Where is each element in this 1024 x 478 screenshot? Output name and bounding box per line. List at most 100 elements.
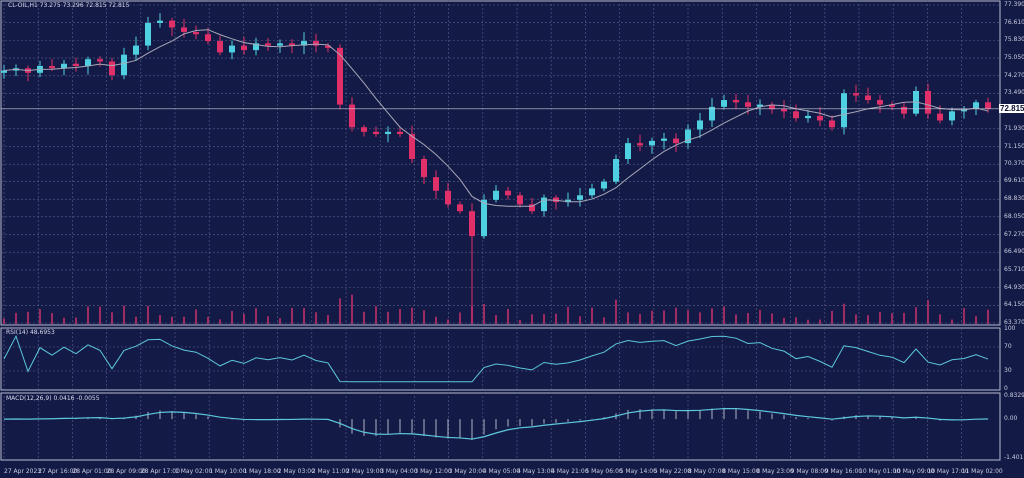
volume-bar [723,306,725,324]
volume-bar [507,308,509,324]
volume-bar [843,303,845,324]
price-axis-label: 64.930 [1004,283,1024,291]
price-axis-label: 70.370 [1004,160,1024,168]
bear-candle [349,104,355,128]
time-axis-label: 4 May 21:00 [551,468,589,475]
time-axis-label: 2 May 03:00 [277,468,315,475]
bull-candle [277,43,283,46]
volume-bar [783,317,785,324]
bear-candle [937,113,943,121]
panel-frame [0,392,1001,461]
bear-candle [877,100,883,105]
volume-bar [147,305,149,324]
bear-candle [421,159,427,178]
bear-candle [49,66,55,69]
volume-bar [423,310,425,324]
price-axis-label: 64.150 [1004,301,1024,309]
bear-candle [169,20,175,28]
bull-candle [121,54,127,76]
volume-bar [411,307,413,324]
price-axis-label: 73.490 [1004,89,1024,97]
bull-candle [145,22,151,46]
bear-candle [373,131,379,135]
bear-candle [505,190,511,196]
time-axis-label: 2 May 19:00 [346,468,384,475]
volume-bar [99,306,101,324]
volume-bar [243,313,245,324]
rsi-axis-label: 100 [1004,325,1016,332]
volume-bar [483,304,485,324]
time-axis-label: 1 May 02:00 [175,468,213,475]
bear-candle [73,63,79,67]
bull-candle [841,93,847,128]
bear-candle [325,45,331,48]
bull-candle [709,106,715,121]
volume-bar [687,310,689,324]
volume-bar [987,309,989,324]
bull-candle [253,43,259,51]
volume-bar [159,315,161,324]
volume-bar [15,312,17,324]
volume-bar [591,307,593,324]
panel-frame [0,0,1001,326]
volume-bar [819,319,821,324]
volume-bar [351,294,353,324]
bear-candle [817,115,823,121]
bear-candle [769,104,775,110]
bear-candle [397,131,403,135]
volume-bar [855,314,857,324]
macd-axis-label: -1.4011 [1004,454,1024,461]
volume-bar [699,312,701,324]
bull-candle [625,143,631,160]
bear-candle [889,104,895,107]
bear-candle [925,90,931,114]
price-axis-label: 66.490 [1004,248,1024,256]
time-axis-label: 27 Apr 16:00 [38,468,78,475]
volume-bar [471,305,473,324]
bear-candle [217,41,223,53]
volume-bar [831,310,833,324]
bear-candle [109,61,115,76]
volume-bar [867,315,869,324]
panel-frame [0,327,1001,391]
time-axis-label: 5 May 06:00 [585,468,623,475]
time-axis-label: 27 Apr 2023 [4,468,42,475]
volume-bar [771,313,773,324]
macd-signal-line [3,407,989,440]
price-axis-label: 76.610 [1004,18,1024,26]
volume-bar [399,308,401,324]
bull-candle [973,102,979,110]
time-axis-label: 8 May 15:00 [722,468,760,475]
bear-candle [409,134,415,160]
price-axis-label: 68.050 [1004,212,1024,220]
bear-candle [469,211,475,237]
time-axis-label: 8 May 07:00 [688,468,726,475]
bull-candle [385,131,391,135]
volume-bar [759,309,761,324]
volume-bar [135,316,137,324]
price-axis-label: 63.370 [1004,319,1024,326]
volume-bar [891,313,893,324]
bear-candle [853,93,859,96]
volume-bar [63,317,65,324]
bull-candle [85,59,91,67]
volume-bar [735,314,737,324]
volume-bar [315,312,317,324]
bull-candle [229,45,235,53]
bull-candle [61,63,67,69]
bear-candle [433,177,439,191]
bear-candle [529,204,535,212]
price-axis-label: 75.830 [1004,36,1024,44]
volume-bar [447,319,449,324]
time-axis-label: 9 May 08:00 [790,468,828,475]
volume-bar [75,317,77,324]
volume-bar [531,314,533,324]
time-axis-label: 11 May 02:00 [961,468,1003,475]
bear-candle [637,143,643,146]
volume-bar [195,309,197,324]
time-axis-label: 5 May 22:00 [653,468,692,475]
volume-bar [171,316,173,324]
volume-bar [123,305,125,324]
price-axis-label: 74.270 [1004,71,1024,79]
